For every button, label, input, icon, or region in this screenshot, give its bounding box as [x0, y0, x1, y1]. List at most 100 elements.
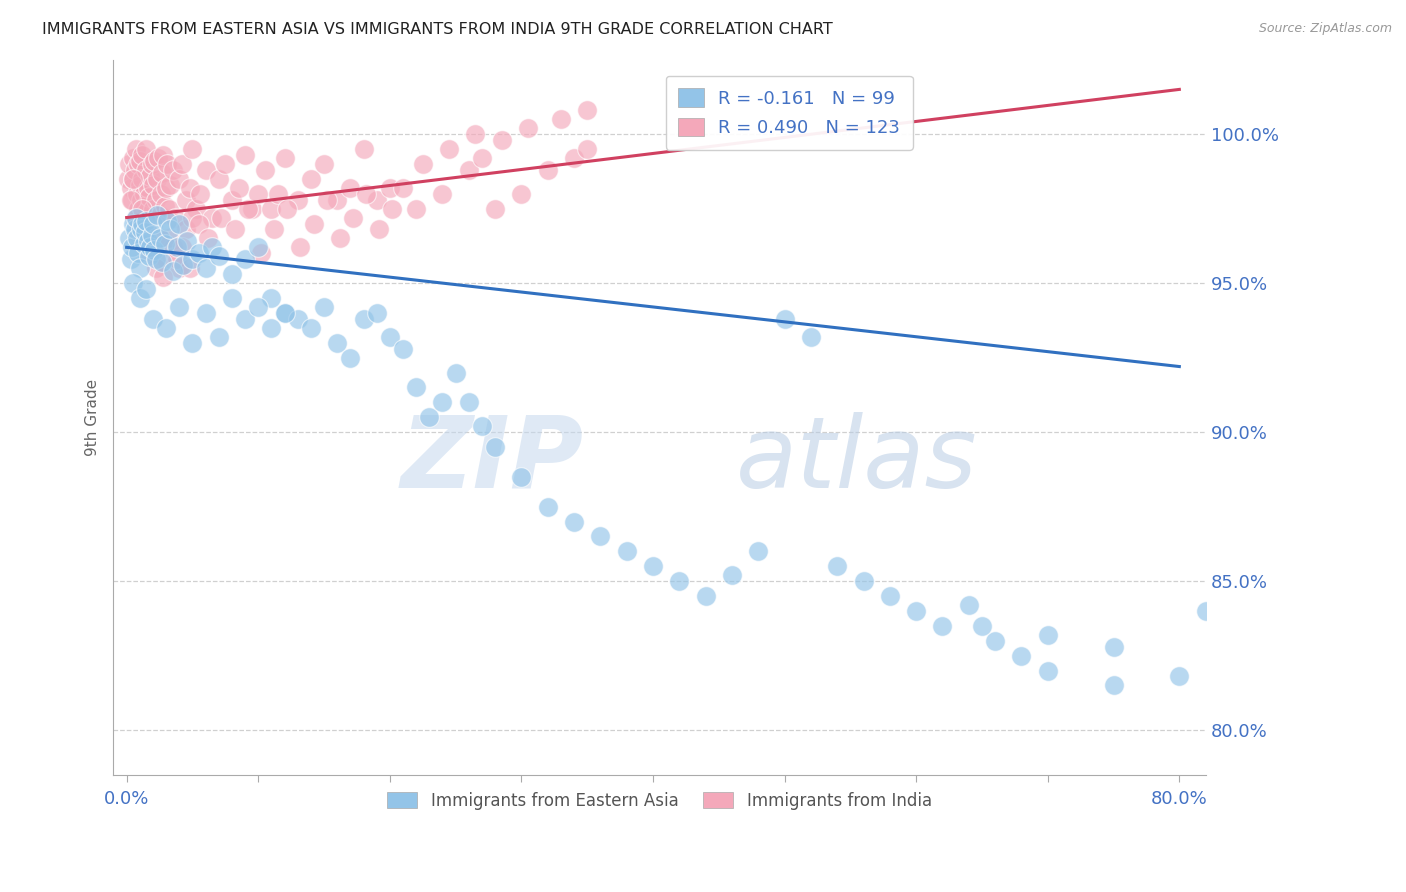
- Point: [194, 162, 217, 177]
- Point: [169, 217, 191, 231]
- Point: [194, 261, 217, 276]
- Point: [148, 151, 170, 165]
- Point: [392, 342, 415, 356]
- Point: [128, 202, 150, 216]
- Point: [179, 261, 201, 276]
- Point: [260, 320, 283, 334]
- Point: [150, 255, 173, 269]
- Point: [464, 127, 486, 141]
- Point: [491, 133, 513, 147]
- Point: [141, 157, 163, 171]
- Point: [208, 330, 231, 344]
- Text: 80.0%: 80.0%: [1152, 789, 1208, 808]
- Point: [484, 440, 506, 454]
- Point: [457, 162, 479, 177]
- Point: [127, 222, 149, 236]
- Point: [247, 300, 270, 314]
- Point: [484, 202, 506, 216]
- Point: [125, 211, 148, 225]
- Point: [188, 186, 211, 201]
- Point: [354, 186, 377, 201]
- Point: [155, 252, 177, 267]
- Point: [457, 395, 479, 409]
- Point: [1168, 669, 1191, 683]
- Point: [139, 240, 162, 254]
- Point: [125, 142, 148, 156]
- Point: [159, 178, 181, 192]
- Point: [1195, 604, 1218, 618]
- Point: [432, 186, 454, 201]
- Point: [287, 193, 309, 207]
- Point: [156, 157, 179, 171]
- Text: Source: ZipAtlas.com: Source: ZipAtlas.com: [1258, 22, 1392, 36]
- Point: [142, 311, 165, 326]
- Text: IMMIGRANTS FROM EASTERN ASIA VS IMMIGRANTS FROM INDIA 9TH GRADE CORRELATION CHAR: IMMIGRANTS FROM EASTERN ASIA VS IMMIGRAN…: [42, 22, 832, 37]
- Point: [181, 211, 204, 225]
- Point: [135, 282, 157, 296]
- Point: [378, 330, 401, 344]
- Point: [537, 162, 560, 177]
- Point: [162, 162, 184, 177]
- Point: [267, 186, 290, 201]
- Point: [134, 199, 156, 213]
- Point: [1010, 648, 1032, 663]
- Point: [312, 300, 335, 314]
- Point: [589, 529, 612, 543]
- Point: [152, 148, 174, 162]
- Point: [221, 267, 243, 281]
- Point: [537, 500, 560, 514]
- Point: [145, 261, 167, 276]
- Point: [128, 178, 150, 192]
- Point: [146, 208, 169, 222]
- Point: [326, 193, 349, 207]
- Point: [392, 180, 415, 194]
- Point: [165, 211, 187, 225]
- Point: [247, 186, 270, 201]
- Point: [135, 213, 157, 227]
- Point: [970, 619, 993, 633]
- Point: [118, 231, 141, 245]
- Point: [260, 202, 283, 216]
- Point: [342, 211, 364, 225]
- Point: [122, 151, 145, 165]
- Point: [412, 157, 434, 171]
- Point: [381, 202, 404, 216]
- Point: [142, 202, 165, 216]
- Point: [179, 180, 201, 194]
- Point: [444, 366, 467, 380]
- Point: [122, 217, 145, 231]
- Point: [287, 311, 309, 326]
- Y-axis label: 9th Grade: 9th Grade: [86, 378, 100, 456]
- Point: [132, 186, 155, 201]
- Point: [852, 574, 875, 588]
- Point: [253, 162, 276, 177]
- Point: [181, 142, 204, 156]
- Point: [224, 222, 246, 236]
- Point: [273, 151, 295, 165]
- Point: [174, 193, 197, 207]
- Point: [957, 598, 980, 612]
- Point: [136, 180, 159, 194]
- Point: [233, 148, 256, 162]
- Point: [1102, 678, 1125, 692]
- Point: [418, 410, 440, 425]
- Point: [366, 193, 388, 207]
- Point: [128, 246, 150, 260]
- Point: [984, 633, 1007, 648]
- Point: [117, 171, 139, 186]
- Point: [152, 270, 174, 285]
- Point: [174, 222, 197, 236]
- Point: [127, 186, 149, 201]
- Point: [378, 180, 401, 194]
- Point: [368, 222, 391, 236]
- Text: atlas: atlas: [735, 411, 977, 508]
- Point: [121, 240, 143, 254]
- Point: [339, 180, 361, 194]
- Point: [562, 151, 585, 165]
- Point: [122, 171, 145, 186]
- Point: [146, 171, 169, 186]
- Point: [302, 217, 325, 231]
- Point: [172, 258, 194, 272]
- Point: [879, 589, 901, 603]
- Point: [129, 193, 152, 207]
